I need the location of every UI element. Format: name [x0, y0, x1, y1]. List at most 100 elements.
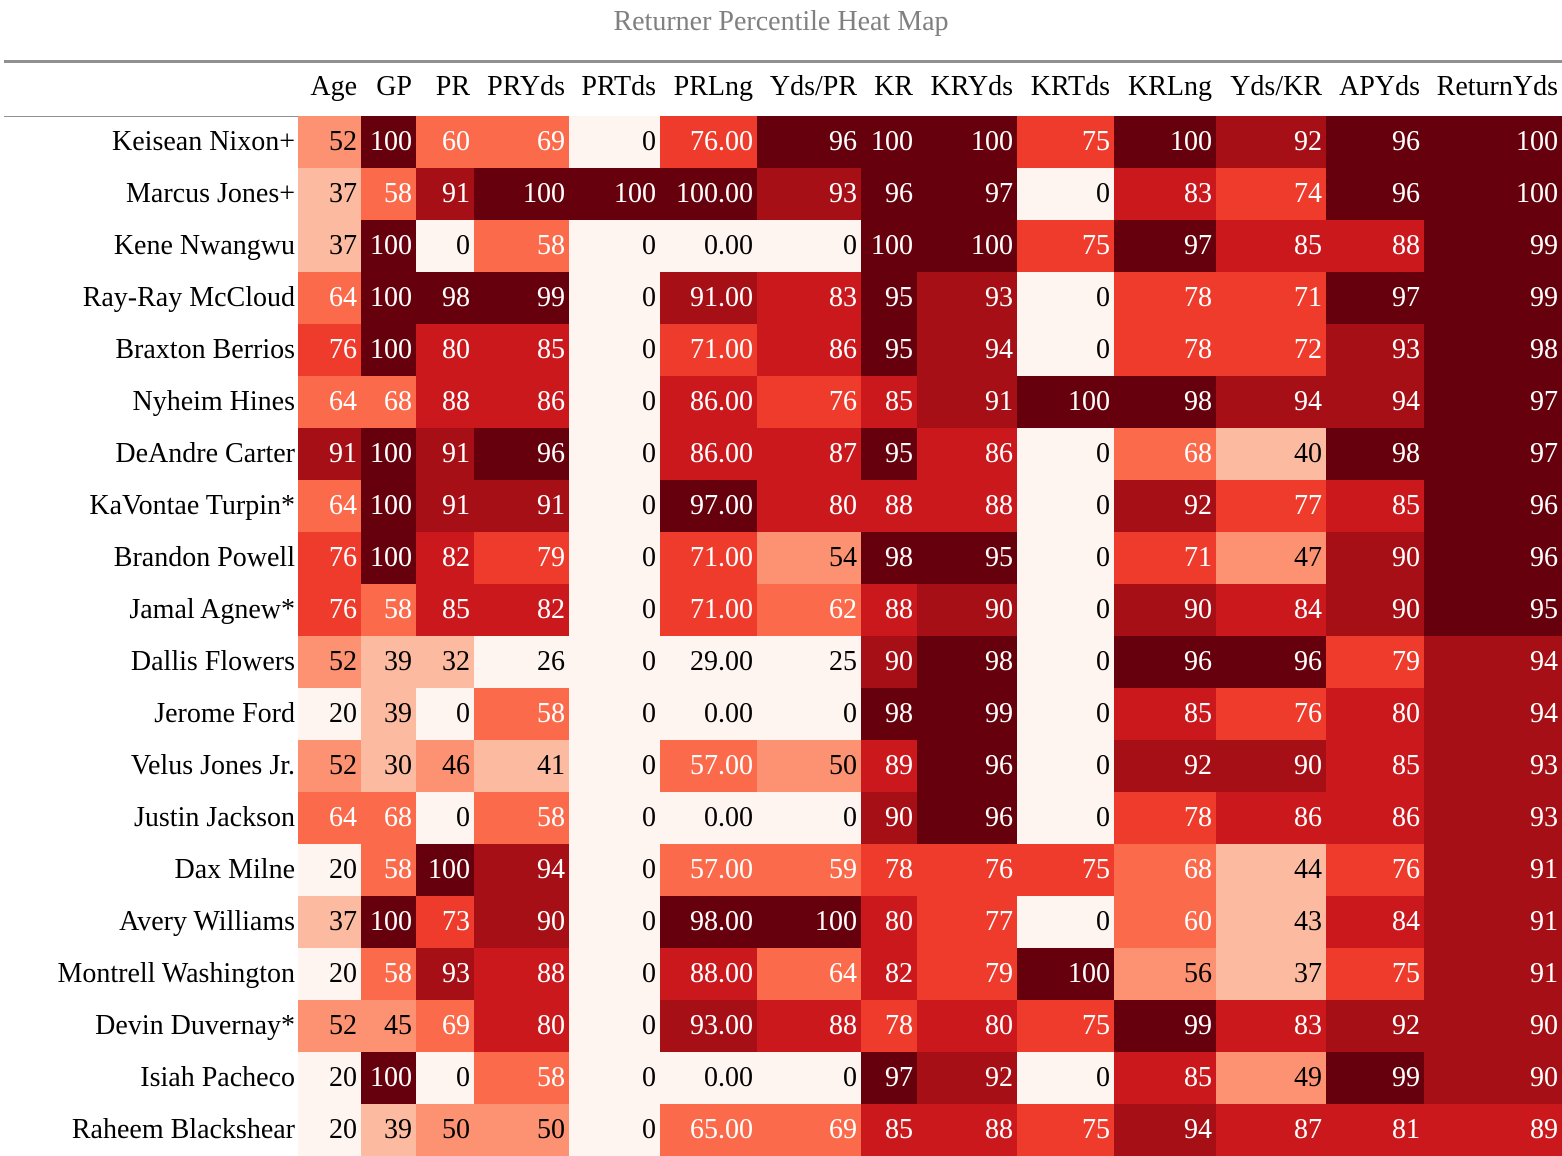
- heatmap-cell: 92: [1114, 740, 1216, 792]
- heatmap-cell: 88: [917, 1104, 1017, 1156]
- row-label: Braxton Berrios: [115, 334, 295, 365]
- heatmap-cell: 0: [569, 480, 660, 532]
- heatmap-cell: 0: [569, 116, 660, 168]
- heatmap-cell: 86.00: [660, 376, 757, 428]
- heatmap-cell: 58: [474, 688, 569, 740]
- heatmap-cell: 87: [1216, 1104, 1326, 1156]
- heatmap-cell: 78: [1114, 324, 1216, 376]
- heatmap-cell: 100: [416, 844, 474, 896]
- heatmap-cell: 76: [298, 324, 361, 376]
- heatmap-cell: 39: [361, 1104, 416, 1156]
- heatmap-cell: 43: [1216, 896, 1326, 948]
- heatmap-cell: 0.00: [660, 688, 757, 740]
- heatmap-cell: 94: [1216, 376, 1326, 428]
- heatmap-cell: 98: [917, 636, 1017, 688]
- heatmap-cell: 91.00: [660, 272, 757, 324]
- heatmap-cell: 97: [861, 1052, 917, 1104]
- column-header: Yds/PR: [769, 71, 857, 102]
- heatmap-cell: 58: [361, 948, 416, 1000]
- heatmap-cell: 71.00: [660, 584, 757, 636]
- heatmap-cell: 88: [416, 376, 474, 428]
- heatmap-cell: 56: [1114, 948, 1216, 1000]
- heatmap-cell: 75: [1017, 1000, 1114, 1052]
- heatmap-cell: 100: [1017, 948, 1114, 1000]
- heatmap-cell: 100.00: [660, 168, 757, 220]
- heatmap-cell: 39: [361, 688, 416, 740]
- row-label: Dallis Flowers: [130, 646, 295, 677]
- heatmap-cell: 32: [416, 636, 474, 688]
- heatmap-cell: 75: [1017, 1104, 1114, 1156]
- heatmap-cell: 93: [917, 272, 1017, 324]
- heatmap-cell: 85: [1216, 220, 1326, 272]
- heatmap-cell: 64: [298, 792, 361, 844]
- heatmap-cell: 71: [1216, 272, 1326, 324]
- heatmap-cell: 100: [861, 116, 917, 168]
- heatmap-cell: 99: [1114, 1000, 1216, 1052]
- heatmap-cell: 80: [474, 1000, 569, 1052]
- column-header: Age: [310, 71, 357, 102]
- heatmap-cell: 94: [917, 324, 1017, 376]
- heatmap-cell: 85: [1114, 1052, 1216, 1104]
- heatmap-cell: 100: [361, 272, 416, 324]
- heatmap-cell: 76: [757, 376, 861, 428]
- column-header: PRLng: [673, 71, 753, 102]
- heatmap-cell: 97: [917, 168, 1017, 220]
- heatmap-cell: 58: [474, 220, 569, 272]
- heatmap-cell: 0: [569, 896, 660, 948]
- heatmap-cell: 80: [917, 1000, 1017, 1052]
- heatmap-cell: 85: [474, 324, 569, 376]
- heatmap-cell: 86: [757, 324, 861, 376]
- heatmap-cell: 69: [474, 116, 569, 168]
- heatmap-cell: 100: [861, 220, 917, 272]
- heatmap-cell: 85: [1326, 740, 1424, 792]
- heatmap-cell: 0: [1017, 688, 1114, 740]
- heatmap-cell: 81: [1326, 1104, 1424, 1156]
- column-header: KRYds: [930, 71, 1013, 102]
- heatmap-cell: 0: [416, 792, 474, 844]
- column-header: PR: [435, 71, 470, 102]
- heatmap-cell: 37: [298, 896, 361, 948]
- heatmap-cell: 95: [861, 324, 917, 376]
- heatmap-cell: 96: [1326, 116, 1424, 168]
- column-header: APYds: [1339, 71, 1420, 102]
- heatmap-cell: 95: [917, 532, 1017, 584]
- heatmap-cell: 97: [1114, 220, 1216, 272]
- heatmap-cell: 69: [416, 1000, 474, 1052]
- heatmap-cell: 26: [474, 636, 569, 688]
- heatmap-cell: 72: [1216, 324, 1326, 376]
- heatmap-cell: 68: [1114, 428, 1216, 480]
- heatmap-cell: 80: [416, 324, 474, 376]
- heatmap-cell: 71.00: [660, 532, 757, 584]
- heatmap-cell: 100: [1424, 116, 1562, 168]
- chart-title: Returner Percentile Heat Map: [613, 6, 949, 37]
- heatmap-cell: 88: [861, 480, 917, 532]
- heatmap-cell: 75: [1017, 844, 1114, 896]
- heatmap-cell: 71: [1114, 532, 1216, 584]
- heatmap-cell: 98: [861, 688, 917, 740]
- heatmap-cell: 76: [298, 532, 361, 584]
- heatmap-cell: 91: [1424, 896, 1562, 948]
- heatmap-cell: 0: [416, 1052, 474, 1104]
- heatmap-cell: 44: [1216, 844, 1326, 896]
- heatmap-cell: 92: [917, 1052, 1017, 1104]
- column-header: KRTds: [1030, 71, 1110, 102]
- heatmap-cell: 0: [1017, 272, 1114, 324]
- heatmap-cell: 47: [1216, 532, 1326, 584]
- heatmap-cell: 69: [757, 1104, 861, 1156]
- heatmap-cell: 83: [757, 272, 861, 324]
- heatmap-cell: 85: [861, 376, 917, 428]
- row-label: Velus Jones Jr.: [130, 750, 295, 781]
- heatmap-cell: 85: [416, 584, 474, 636]
- heatmap-cell: 96: [757, 116, 861, 168]
- heatmap-cell: 83: [1114, 168, 1216, 220]
- column-header: KRLng: [1128, 71, 1212, 102]
- heatmap-cell: 80: [757, 480, 861, 532]
- heatmap-cell: 74: [1216, 168, 1326, 220]
- heatmap-cell: 78: [861, 1000, 917, 1052]
- heatmap-cell: 88: [757, 1000, 861, 1052]
- heatmap-cell: 91: [416, 428, 474, 480]
- row-label: Marcus Jones+: [126, 178, 295, 209]
- row-label: Isiah Pacheco: [140, 1062, 295, 1093]
- heatmap-cell: 83: [1216, 1000, 1326, 1052]
- heatmap-cell: 37: [298, 168, 361, 220]
